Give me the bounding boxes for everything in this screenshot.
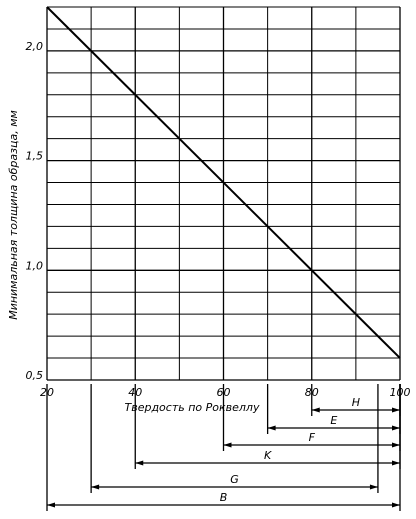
x-axis-label: Твердость по Роквеллу: [125, 401, 260, 414]
arrow-head: [47, 502, 55, 508]
arrow-head: [392, 407, 400, 413]
range-label: G: [230, 473, 239, 486]
arrow-head: [91, 484, 100, 490]
range-label: F: [309, 431, 316, 444]
arrow-head: [267, 425, 276, 431]
arrow-head: [392, 502, 400, 508]
arrow-head: [311, 407, 320, 413]
arrow-head: [135, 460, 144, 466]
y-axis-label: Минимальная толщина образца, мм: [7, 110, 20, 320]
range-label: K: [264, 449, 272, 462]
y-tick-label: 1,0: [26, 259, 44, 272]
arrow-head: [392, 460, 400, 466]
range-label: B: [220, 491, 228, 504]
y-tick-label: 2,0: [26, 40, 44, 53]
y-tick-label: 1,5: [26, 150, 44, 163]
arrow-head: [392, 425, 400, 431]
range-label: E: [330, 414, 337, 427]
range-label: H: [352, 396, 360, 409]
y-tick-label: 0,5: [26, 369, 44, 382]
arrow-head: [223, 442, 232, 448]
data-line: [46, 6, 401, 359]
arrow-head: [369, 484, 378, 490]
arrow-head: [392, 442, 400, 448]
